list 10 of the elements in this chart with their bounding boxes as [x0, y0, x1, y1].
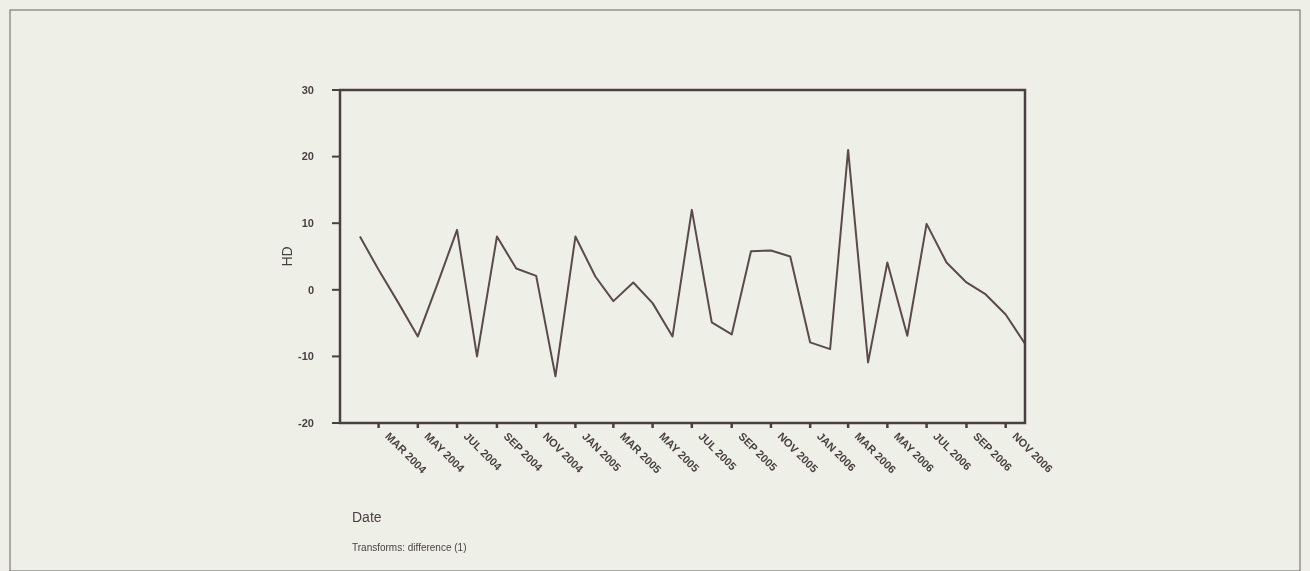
y-tick-label: 0 [307, 283, 314, 296]
y-tick-label: 20 [301, 150, 314, 163]
line-series [358, 148, 1026, 378]
text: Transforms: difference (1) [352, 542, 467, 553]
y-axis-title: HD [279, 246, 295, 267]
y-tick-label: 30 [301, 83, 314, 96]
x-axis-title: Date [352, 509, 382, 525]
y-tick-label: -20 [298, 416, 314, 429]
y-tick-label: -10 [298, 350, 314, 363]
y-tick-label: 10 [301, 217, 314, 230]
